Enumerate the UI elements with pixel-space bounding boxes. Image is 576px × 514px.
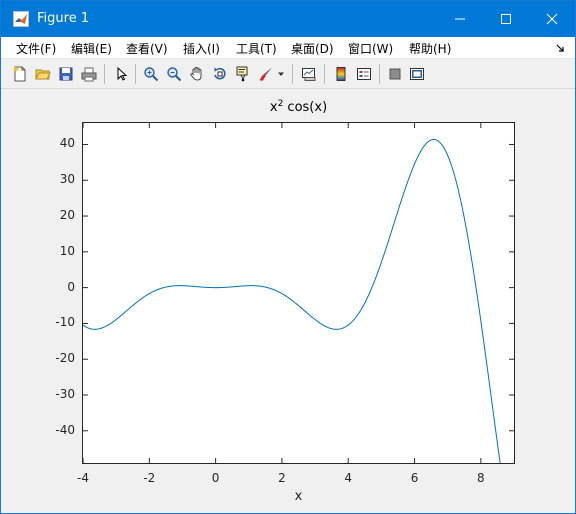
y-tick-label: 40 [59, 136, 75, 151]
minimize-icon [455, 18, 465, 20]
x-tick-label: 2 [278, 471, 286, 485]
y-tick-label: -40 [55, 422, 75, 437]
close-icon [546, 13, 558, 25]
menu-bar: 文件(F) 编辑(E) 查看(V) 插入(I) 工具(T) 桌面(D) 窗口(W… [1, 37, 575, 59]
maximize-button[interactable] [483, 1, 529, 37]
x-tick-label: -2 [143, 471, 156, 485]
y-tick-label: -30 [55, 387, 75, 401]
x-tick-label: 0 [211, 471, 220, 485]
title-superscript: 2 [277, 99, 284, 109]
y-tick-label: -10 [55, 315, 75, 330]
save-icon[interactable] [56, 64, 76, 84]
title-rest: cos(x) [283, 100, 328, 115]
open-file-icon[interactable] [33, 64, 53, 84]
plot-title: x2 cos(x) [82, 99, 515, 115]
axes-drawing [83, 123, 514, 463]
x-tick-label: -4 [77, 471, 89, 485]
maximize-icon [501, 14, 511, 24]
x-axis-label: x [294, 489, 303, 504]
y-tick-label: 30 [59, 172, 75, 187]
menu-help[interactable]: 帮助(H) [409, 42, 452, 56]
new-figure-icon[interactable] [10, 64, 30, 84]
rotate-3d-icon[interactable] [210, 64, 230, 84]
y-tick-label: 0 [67, 279, 75, 294]
x-tick-label: 6 [410, 471, 419, 485]
zoom-in-icon[interactable] [141, 64, 161, 84]
title-base: x [269, 100, 278, 115]
menu-desktop[interactable]: 桌面(D) [291, 42, 334, 56]
menu-file[interactable]: 文件(F) [16, 42, 57, 56]
window-title: Figure 1 [37, 11, 90, 26]
plot-axes[interactable] [82, 122, 515, 464]
menu-view[interactable]: 查看(V) [126, 42, 168, 56]
brush-dropdown-icon[interactable] [275, 64, 287, 84]
y-tick-label: -20 [55, 351, 75, 366]
y-tick-label: 20 [59, 208, 75, 223]
matlab-logo-icon [13, 11, 29, 27]
link-plot-icon[interactable] [299, 64, 319, 84]
menu-tools[interactable]: 工具(T) [236, 42, 277, 56]
data-cursor-icon[interactable] [233, 64, 253, 84]
menu-edit[interactable]: 编辑(E) [71, 42, 112, 56]
toolbar-separator [135, 64, 136, 84]
menu-window[interactable]: 窗口(W) [348, 42, 394, 56]
select-arrow-icon[interactable] [111, 64, 131, 84]
y-tick-label: 10 [59, 243, 75, 258]
data-series-line[interactable] [83, 138, 501, 463]
figure-toolbar [1, 59, 575, 89]
toolbar-separator [292, 64, 293, 84]
dock-figure-icon[interactable] [555, 42, 565, 56]
brush-icon[interactable] [256, 64, 276, 84]
hide-plot-tools-icon[interactable] [385, 64, 405, 84]
x-tick-label: 8 [477, 471, 485, 485]
show-plot-tools-icon[interactable] [407, 64, 427, 84]
figure-canvas: x2 cos(x) -4 -2 0 2 4 6 8 40 30 20 10 0 -10 -20 -30 -4… [1, 90, 575, 513]
minimize-button[interactable] [437, 1, 483, 37]
print-icon[interactable] [79, 64, 99, 84]
toolbar-separator [379, 64, 380, 84]
pan-hand-icon[interactable] [187, 64, 207, 84]
zoom-out-icon[interactable] [164, 64, 184, 84]
toolbar-separator [104, 64, 105, 84]
menu-insert[interactable]: 插入(I) [183, 42, 220, 56]
toolbar-separator [324, 64, 325, 84]
colorbar-icon[interactable] [331, 64, 351, 84]
title-bar[interactable]: Figure 1 [1, 1, 575, 37]
x-tick-label: 4 [344, 471, 353, 485]
close-button[interactable] [529, 1, 575, 37]
legend-icon[interactable] [354, 64, 374, 84]
